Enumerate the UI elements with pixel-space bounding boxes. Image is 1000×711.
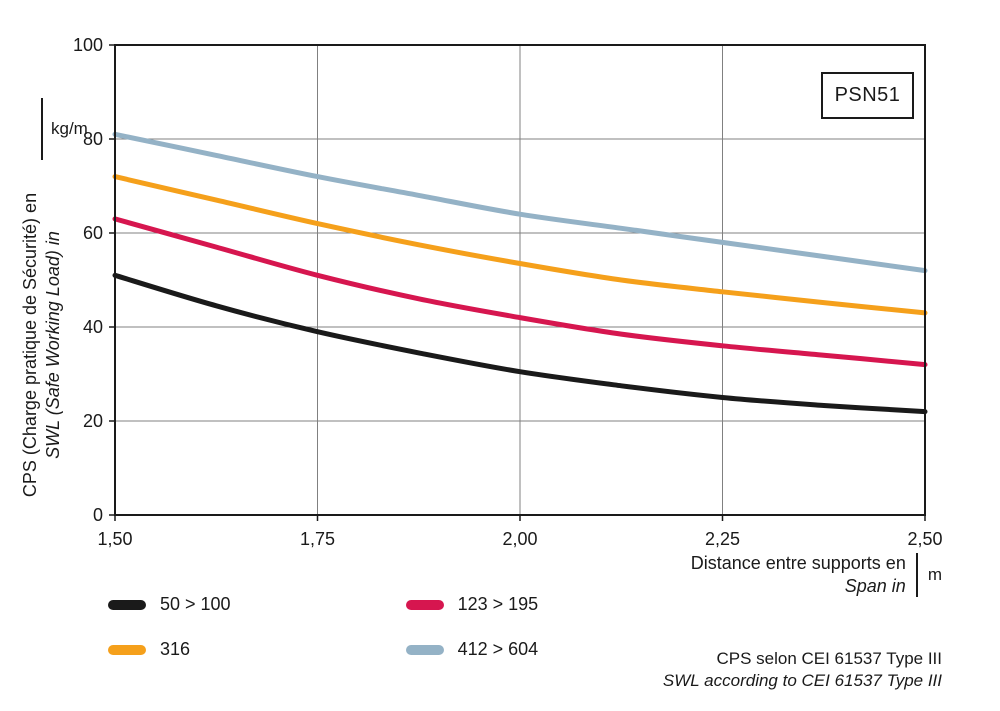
legend: 50 > 100 316 123 > 195 412 > 604: [108, 594, 538, 660]
legend-item: 123 > 195: [405, 594, 539, 615]
legend-item: 316: [108, 639, 231, 660]
x-tick-label: 2,00: [502, 529, 537, 549]
product-badge: PSN51: [821, 72, 914, 119]
unit-divider: [915, 553, 918, 597]
y-tick-label: 80: [83, 129, 103, 149]
legend-label: 123 > 195: [457, 594, 539, 614]
series-line: [112, 174, 928, 316]
x-unit-label: m: [927, 565, 942, 584]
y-unit-label: kg/m: [51, 119, 88, 138]
y-axis-title-fr: CPS (Charge pratique de Sécurité) en: [20, 192, 40, 498]
tick-labels: 1,50 1,75 2,00 2,25 2,50 0 20 40 60 80 100: [73, 35, 943, 549]
line-chart: 1,50 1,75 2,00 2,25 2,50 0 20 40 60 80 100: [73, 35, 943, 549]
standard-note: CPS selon CEI 61537 Type III SWL accordi…: [663, 648, 942, 692]
y-axis-title: CPS (Charge pratique de Sécurité) en SWL…: [19, 193, 65, 497]
y-tick-label: 20: [83, 411, 103, 431]
x-axis-title: Distance entre supports en Span in m: [691, 552, 942, 598]
standard-note-en: SWL according to CEI 61537 Type III: [662, 671, 942, 690]
product-badge-label: PSN51: [834, 84, 901, 106]
series-line: [112, 131, 928, 274]
y-axis-title-en: SWL (Safe Working Load) in: [43, 231, 63, 459]
grid: [115, 45, 925, 515]
series-line: [112, 272, 928, 415]
unit-divider: [41, 98, 43, 160]
standard-note-fr: CPS selon CEI 61537 Type III: [716, 649, 942, 668]
y-tick-label: 0: [93, 505, 103, 525]
ticks: [109, 44, 926, 521]
legend-label: 50 > 100: [160, 594, 231, 614]
y-tick-label: 100: [73, 35, 103, 55]
x-tick-label: 2,25: [705, 529, 740, 549]
legend-swatch: [108, 599, 146, 610]
legend-item: 50 > 100: [108, 594, 231, 615]
x-tick-label: 2,50: [907, 529, 942, 549]
series-line: [112, 216, 928, 368]
legend-label: 412 > 604: [457, 639, 539, 659]
x-tick-label: 1,75: [300, 529, 335, 549]
y-axis-unit: kg/m: [41, 98, 88, 160]
legend-swatch: [108, 644, 146, 655]
legend-item: 412 > 604: [405, 639, 539, 660]
x-tick-label: 1,50: [97, 529, 132, 549]
x-axis-title-fr: Distance entre supports en: [690, 553, 906, 573]
legend-swatch: [405, 599, 444, 610]
legend-swatch: [405, 644, 444, 655]
legend-label: 316: [160, 639, 191, 659]
x-axis-title-en: Span in: [844, 576, 906, 596]
y-tick-label: 40: [83, 317, 103, 337]
y-tick-label: 60: [83, 223, 103, 243]
